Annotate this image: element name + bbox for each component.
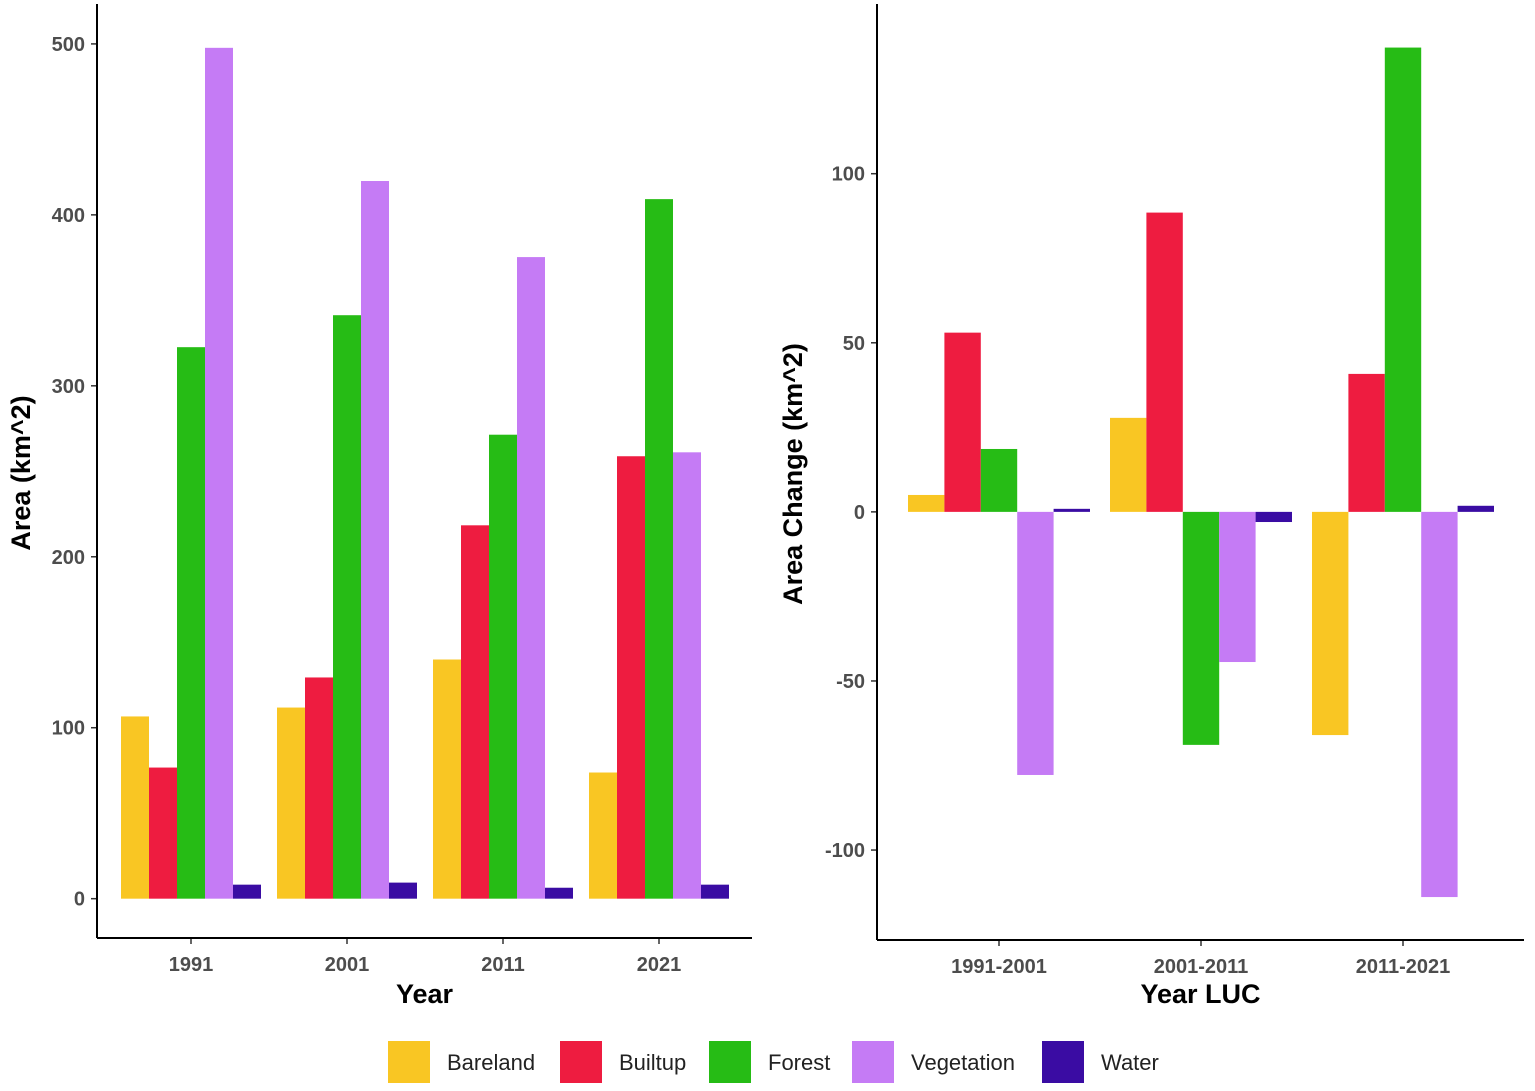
bar-water-2001 [389,882,417,899]
legend-label: Forest [768,1050,830,1075]
y-tick-label: 0 [74,889,85,911]
legend-key [388,1041,430,1083]
legend-key [852,1041,894,1083]
bar-builtup-1991-2001 [944,332,981,512]
bar-water-2001-2011 [1255,511,1292,523]
legend-key [1042,1041,1084,1083]
legend-label: Vegetation [911,1050,1015,1075]
y-tick-label: -50 [836,671,865,693]
y-tick-label: 300 [52,376,85,398]
legend-item-water: Water [1042,1041,1159,1083]
bar-forest-2011 [489,434,517,899]
x-axis-title: Year LUC [1140,979,1260,1009]
bar-builtup-2021 [617,456,645,899]
bar-vegetation-2011-2021 [1421,511,1458,898]
bar-vegetation-1991 [205,47,233,899]
y-axis-title: Area Change (km^2) [778,343,808,605]
bar-bareland-2021 [589,772,617,899]
bar-forest-2001-2011 [1182,511,1220,745]
bar-vegetation-1991-2001 [1017,511,1054,775]
x-tick-label: 1991 [169,954,214,976]
y-axis-title: Area (km^2) [6,395,36,550]
y-tick-label: 200 [52,547,85,569]
bar-builtup-1991 [149,767,177,899]
y-tick-label: 400 [52,205,85,227]
panel-2: 1991-2001 2001-2011 2011-2021 -100 -50 0 50 100… [778,4,1524,1009]
x-tick-label: 2021 [637,954,682,976]
bar-vegetation-2001-2011 [1219,511,1256,663]
legend-label: Builtup [619,1050,686,1075]
bar-forest-1991-2001 [980,448,1018,512]
y-tick-label: 100 [52,718,85,740]
y-tick-label: 50 [843,333,865,355]
bar-water-1991 [233,884,261,899]
bar-forest-2011-2021 [1384,47,1422,512]
legend-label: Bareland [447,1050,535,1075]
bar-water-2011 [545,887,573,899]
bar-forest-2021 [645,199,673,899]
bar-forest-1991 [177,347,205,899]
bar-builtup-2011-2021 [1348,373,1385,512]
legend-item-bareland: Bareland [388,1041,535,1083]
bar-forest-2001 [333,315,361,899]
legend: Bareland Builtup Forest Vegetation Water [388,1041,1159,1083]
bar-water-2011-2021 [1457,505,1494,512]
y-tick-label: 100 [832,164,865,186]
bar-vegetation-2001 [361,181,389,899]
y-tick-label: 500 [52,34,85,56]
bar-bareland-1991-2001 [908,494,945,512]
bar-water-2021 [701,884,729,899]
x-tick-label: 1991-2001 [951,956,1047,978]
x-tick-label: 2011-2021 [1356,956,1451,978]
legend-key [560,1041,602,1083]
bar-vegetation-2021 [673,452,701,899]
legend-label: Water [1101,1050,1159,1075]
bar-vegetation-2011 [517,257,545,899]
bar-bareland-2001 [277,707,305,899]
x-tick-label: 2001 [325,954,370,976]
legend-key [709,1041,751,1083]
panel-1: 1991 2001 2011 2021 0 100 200 300 400 500 Year Area… [6,4,752,1009]
x-tick-label: 2011 [481,954,524,976]
legend-item-vegetation: Vegetation [852,1041,1015,1083]
y-tick-label: -100 [825,840,865,862]
bar-bareland-1991 [121,716,149,899]
legend-item-forest: Forest [709,1041,830,1083]
x-axis-title: Year [396,979,454,1009]
bar-builtup-2001 [305,677,333,899]
bar-builtup-2011 [461,525,489,899]
bar-bareland-2001-2011 [1110,417,1147,512]
bar-water-1991-2001 [1053,508,1090,512]
y-tick-label: 0 [854,502,865,524]
bar-builtup-2001-2011 [1146,212,1183,512]
bar-bareland-2011-2021 [1312,511,1349,736]
legend-item-builtup: Builtup [560,1041,686,1083]
bar-bareland-2011 [433,659,461,899]
x-tick-label: 2001-2011 [1154,956,1249,978]
